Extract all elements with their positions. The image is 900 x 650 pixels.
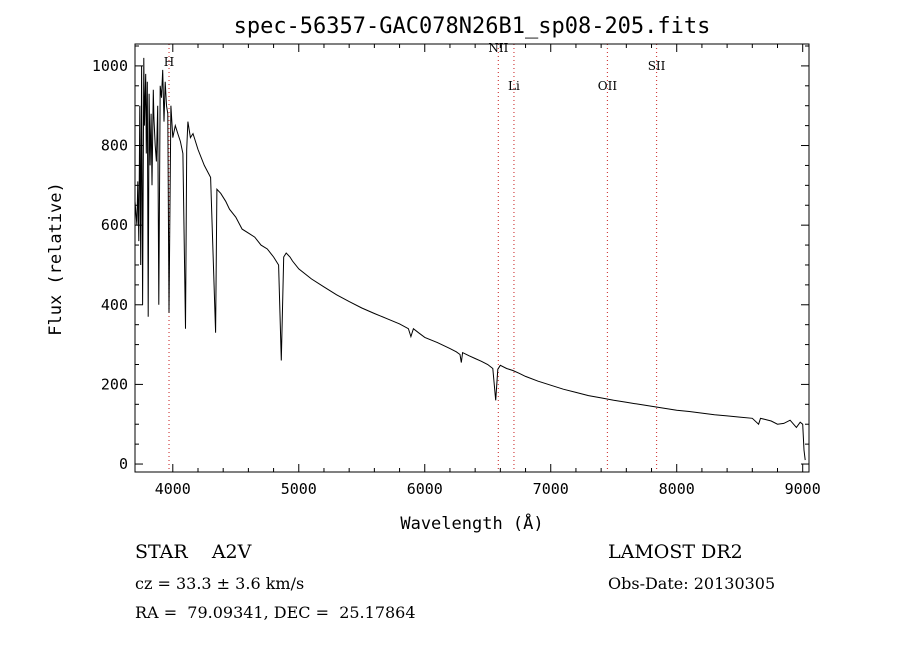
x-tick-label: 4000 <box>155 480 191 498</box>
y-tick-label: 600 <box>101 216 128 234</box>
obs-date-label: Obs-Date: 20130305 <box>608 574 776 593</box>
x-tick-label: 5000 <box>281 480 317 498</box>
survey-label: LAMOST DR2 <box>608 541 743 563</box>
y-tick-label: 200 <box>101 375 128 393</box>
y-tick-label: 1000 <box>92 57 128 75</box>
line-markers: H NII Li OII SII <box>164 41 666 472</box>
marker-label-h: H <box>164 55 174 69</box>
y-tick-label: 800 <box>101 137 128 155</box>
axis-ticks: 4000 5000 6000 7000 8000 9000 0 200 400 600 800 100… <box>92 44 821 498</box>
x-tick-label: 6000 <box>407 480 443 498</box>
x-tick-label: 7000 <box>533 480 569 498</box>
marker-label-oii: OII <box>598 79 618 93</box>
spectrum-series-line <box>134 57 806 461</box>
x-axis-label: Wavelength (Å) <box>400 512 543 534</box>
plot-frame <box>134 43 810 473</box>
x-tick-label: 9000 <box>785 480 821 498</box>
y-tick-label: 0 <box>119 455 128 473</box>
chart-title: spec-56357-GAC078N26B1_sp08-205.fits <box>234 14 711 39</box>
marker-label-nii: NII <box>488 41 508 55</box>
y-axis-label: Flux (relative) <box>46 182 66 336</box>
x-tick-label: 8000 <box>659 480 695 498</box>
coordinates-label: RA = 79.09341, DEC = 25.17864 <box>135 603 416 622</box>
marker-label-sii: SII <box>648 59 666 73</box>
object-class-label: STAR A2V <box>135 541 252 563</box>
redshift-label: cz = 33.3 ± 3.6 km/s <box>135 574 305 593</box>
y-tick-label: 400 <box>101 296 128 314</box>
marker-label-li: Li <box>508 79 520 93</box>
